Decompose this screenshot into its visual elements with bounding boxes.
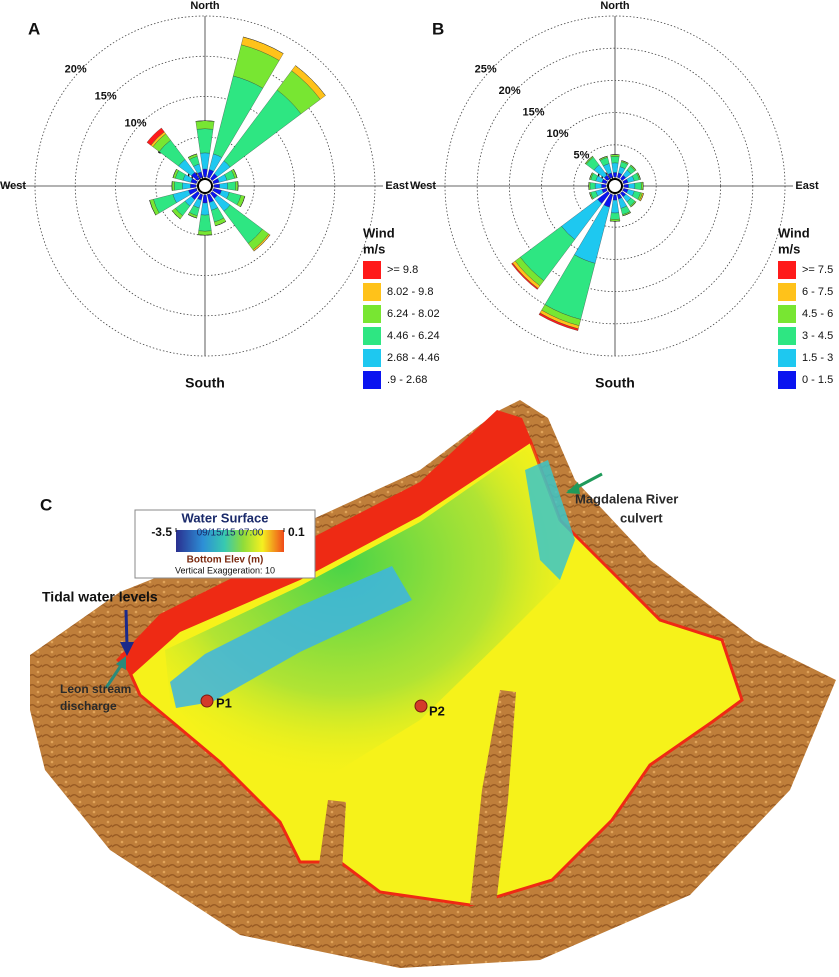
legend-label: >= 9.8 [387, 264, 418, 276]
petal-segment [197, 129, 213, 153]
petal-segment [611, 156, 619, 163]
annotation: culvert [620, 510, 663, 525]
petal-segment [201, 203, 209, 215]
legend-swatch [363, 261, 381, 279]
compass-label: West [0, 180, 26, 192]
center-hole [198, 179, 212, 193]
r-tick-label: 15% [95, 90, 117, 102]
r-tick-label: 15% [523, 107, 545, 119]
petal-segment [611, 154, 620, 156]
legend-label: 6 - 7.5 [802, 286, 833, 298]
petal-segment [624, 184, 629, 188]
legend-label: 8.02 - 9.8 [387, 286, 433, 298]
compass-label: West [410, 180, 436, 192]
petal-segment [203, 195, 208, 203]
petal-segment [635, 182, 642, 189]
r-tick-label: 20% [65, 63, 87, 75]
legend-swatch [363, 305, 381, 323]
legend-swatch [363, 327, 381, 345]
point-marker [201, 695, 213, 707]
point-label: P1 [216, 695, 232, 710]
legend-swatch [778, 261, 796, 279]
r-tick-label: 20% [499, 85, 521, 97]
petal-segment [227, 182, 235, 191]
legend-label: 6.24 - 8.02 [387, 308, 440, 320]
r-tick-label: 10% [125, 117, 147, 129]
legend-label: .9 - 2.68 [387, 374, 427, 386]
legend-swatch [778, 371, 796, 389]
compass-label: South [185, 375, 225, 391]
petal-segment [198, 231, 212, 235]
legend-swatch [778, 327, 796, 345]
compass-label: North [190, 0, 220, 12]
map [30, 400, 836, 968]
annotation: Leon stream [60, 682, 131, 696]
legend-units: m/s [778, 241, 800, 256]
legend-label: 4.46 - 6.24 [387, 330, 440, 342]
petal-segment [199, 215, 212, 231]
legend-label: >= 7.5 [802, 264, 833, 276]
petal-segment [203, 169, 208, 177]
panel-label: C [40, 495, 52, 514]
figure: C Water Surface 09/15/15 07:00 Bottom El… [0, 0, 839, 977]
petal-segment [610, 213, 619, 220]
legend-units: m/s [363, 241, 385, 256]
annotation: Tidal water levels [42, 589, 158, 605]
point-label: P2 [429, 703, 445, 718]
r-tick-label: 25% [475, 63, 497, 75]
legend-swatch [363, 371, 381, 389]
petal-segment [235, 181, 238, 190]
arrow [126, 610, 127, 646]
legend-swatch [363, 283, 381, 301]
colorbar-title: Water Surface [182, 510, 269, 525]
petal-segment [641, 182, 643, 190]
center-hole [608, 179, 622, 193]
petal-segment [174, 182, 182, 191]
petal-segment [219, 183, 227, 189]
legend-title: Wind [778, 225, 810, 240]
compass-label: South [595, 375, 635, 391]
panel-label: A [28, 19, 40, 38]
petal-segment [172, 181, 175, 190]
colorbar-note: Vertical Exaggeration: 10 [175, 565, 275, 575]
legend-swatch [778, 349, 796, 367]
petal-segment [613, 195, 617, 200]
petal-segment [590, 182, 595, 189]
legend-label: 4.5 - 6 [802, 308, 833, 320]
colorbar-time: 09/15/15 07:00 [197, 528, 264, 539]
colorbar-tick-label: -3.5 [151, 525, 172, 539]
petal-segment [601, 184, 606, 188]
legend-label: 2.68 - 4.46 [387, 352, 440, 364]
petal-segment [214, 184, 220, 188]
panel-label: B [432, 19, 444, 38]
r-tick-label: 10% [546, 128, 568, 140]
legend-label: 1.5 - 3 [802, 352, 833, 364]
legend-swatch [363, 349, 381, 367]
compass-label: North [600, 0, 630, 12]
petal-segment [182, 183, 190, 189]
petal-segment [196, 121, 214, 130]
legend-swatch [778, 283, 796, 301]
annotation: discharge [60, 699, 117, 713]
petal-segment [190, 184, 196, 188]
petal-segment [611, 200, 619, 213]
annotation: Magdalena River [575, 491, 678, 506]
petal-segment [628, 183, 635, 189]
r-tick-label: 5% [573, 150, 589, 162]
petal-segment [200, 153, 209, 169]
colorbar-subtitle: Bottom Elev (m) [187, 555, 264, 566]
point-marker [415, 700, 427, 712]
legend-label: 3 - 4.5 [802, 330, 833, 342]
colorbar-tick-label: 0.1 [288, 525, 305, 539]
legend-label: 0 - 1.5 [802, 374, 833, 386]
petal-segment [610, 219, 620, 221]
compass-label: East [795, 180, 819, 192]
petal-segment [613, 172, 617, 177]
petal-segment [595, 183, 602, 189]
legend-swatch [778, 305, 796, 323]
legend-title: Wind [363, 225, 395, 240]
compass-label: East [385, 180, 409, 192]
